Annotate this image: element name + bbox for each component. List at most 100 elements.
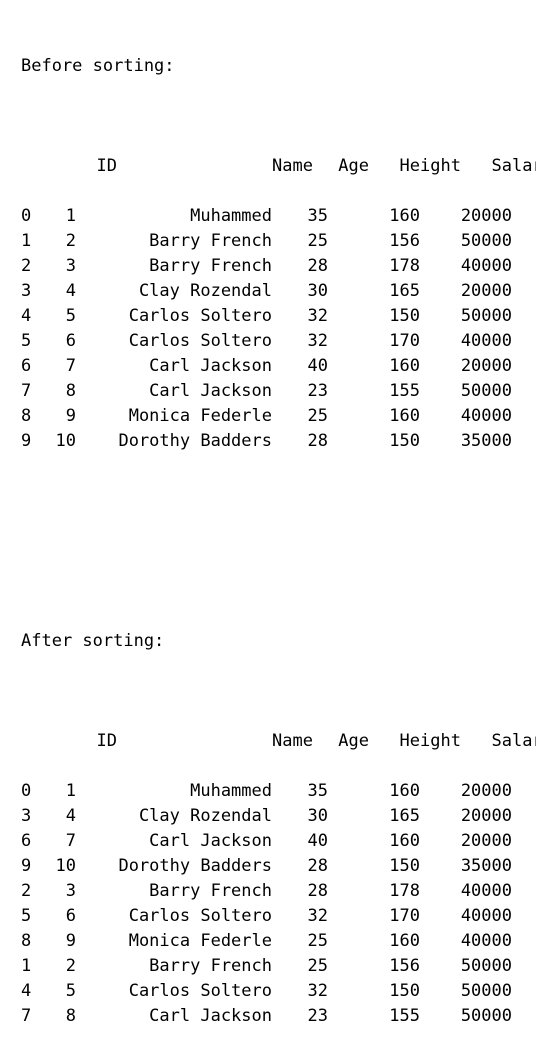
table-row: 6 7 Carl Jackson 40 160 20000 — [21, 829, 536, 854]
table-row: 2 3 Barry French 28 178 40000 — [21, 879, 536, 904]
row-index-cell: 8 — [21, 406, 32, 426]
height-cell: 178 — [389, 881, 420, 901]
height-cell: 150 — [389, 431, 420, 451]
table-row: 0 1 Muhammed 35 160 20000 — [21, 779, 536, 804]
row-index-cell: 2 — [21, 256, 32, 276]
name-cell: Dorothy Badders — [118, 431, 272, 451]
id-cell: 3 — [65, 256, 76, 276]
salary-cell: 40000 — [460, 331, 512, 351]
age-cell: 35 — [307, 206, 328, 226]
name-cell: Clay Rozendal — [138, 806, 272, 826]
row-index-cell: 3 — [21, 281, 32, 301]
age-cell: 40 — [307, 831, 328, 851]
before-header-row: ID Name Age Height Salary — [21, 129, 536, 176]
height-cell: 160 — [389, 406, 420, 426]
height-cell: 165 — [389, 806, 420, 826]
row-index-cell: 1 — [21, 231, 32, 251]
name-cell: Barry French — [149, 956, 272, 976]
name-cell: Monica Federle — [128, 931, 272, 951]
age-cell: 28 — [307, 881, 328, 901]
name-cell: Muhammed — [190, 206, 272, 226]
table-row: 8 9 Monica Federle 25 160 40000 — [21, 929, 536, 954]
row-index-cell: 7 — [21, 1006, 32, 1026]
table-row: 1 2 Barry French 25 156 50000 — [21, 954, 536, 979]
id-cell: 10 — [55, 431, 76, 451]
id-cell: 8 — [65, 1006, 76, 1026]
salary-cell: 20000 — [460, 831, 512, 851]
age-cell: 32 — [307, 331, 328, 351]
age-cell: 32 — [307, 981, 328, 1001]
row-index-cell: 9 — [21, 856, 32, 876]
age-cell: 28 — [307, 256, 328, 276]
name-cell: Dorothy Badders — [118, 856, 272, 876]
name-cell: Carlos Soltero — [128, 981, 272, 1001]
table-row: 6 7 Carl Jackson 40 160 20000 — [21, 354, 536, 379]
row-index-cell: 3 — [21, 806, 32, 826]
id-cell: 4 — [65, 806, 76, 826]
row-index-cell: 6 — [21, 831, 32, 851]
id-cell: 2 — [65, 956, 76, 976]
table-row: 2 3 Barry French 28 178 40000 — [21, 254, 536, 279]
row-index-cell: 1 — [21, 956, 32, 976]
age-cell: 32 — [307, 906, 328, 926]
table-row: 5 6 Carlos Soltero 32 170 40000 — [21, 904, 536, 929]
row-index-cell: 0 — [21, 781, 32, 801]
column-header-salary: Salary — [491, 156, 536, 176]
salary-cell: 35000 — [460, 431, 512, 451]
name-cell: Monica Federle — [128, 406, 272, 426]
table-row: 0 1 Muhammed 35 160 20000 — [21, 204, 536, 229]
name-cell: Muhammed — [190, 781, 272, 801]
name-cell: Barry French — [149, 881, 272, 901]
height-cell: 160 — [389, 831, 420, 851]
id-cell: 6 — [65, 906, 76, 926]
id-cell: 1 — [65, 781, 76, 801]
height-cell: 156 — [389, 956, 420, 976]
salary-cell: 40000 — [460, 906, 512, 926]
column-header-height: Height — [399, 156, 461, 176]
height-cell: 160 — [389, 206, 420, 226]
salary-cell: 40000 — [460, 406, 512, 426]
salary-cell: 20000 — [460, 806, 512, 826]
table-row: 5 6 Carlos Soltero 32 170 40000 — [21, 329, 536, 354]
salary-cell: 40000 — [460, 256, 512, 276]
before-sorting-heading: Before sorting: — [21, 56, 175, 76]
column-header-height: Height — [399, 731, 461, 751]
column-header-age: Age — [338, 156, 369, 176]
height-cell: 170 — [389, 906, 420, 926]
table-row: 9 10 Dorothy Badders 28 150 35000 — [21, 429, 536, 454]
after-sorting-heading: After sorting: — [21, 631, 165, 651]
height-cell: 155 — [389, 1006, 420, 1026]
name-cell: Barry French — [149, 231, 272, 251]
id-cell: 3 — [65, 881, 76, 901]
table-row: 4 5 Carlos Soltero 32 150 50000 — [21, 304, 536, 329]
height-cell: 160 — [389, 781, 420, 801]
height-cell: 160 — [389, 356, 420, 376]
age-cell: 40 — [307, 356, 328, 376]
height-cell: 165 — [389, 281, 420, 301]
height-cell: 178 — [389, 256, 420, 276]
after-table-body: 0 1 Muhammed 35 160 20000 3 4 Clay Rozendal 30 165… — [21, 779, 536, 1029]
salary-cell: 50000 — [460, 231, 512, 251]
height-cell: 160 — [389, 931, 420, 951]
column-header-salary: Salary — [491, 731, 536, 751]
table-row: 8 9 Monica Federle 25 160 40000 — [21, 404, 536, 429]
name-cell: Carlos Soltero — [128, 906, 272, 926]
age-cell: 28 — [307, 856, 328, 876]
table-row: 3 4 Clay Rozendal 30 165 20000 — [21, 804, 536, 829]
name-cell: Clay Rozendal — [138, 281, 272, 301]
name-cell: Carl Jackson — [149, 831, 272, 851]
height-cell: 150 — [389, 306, 420, 326]
table-row: 7 8 Carl Jackson 23 155 50000 — [21, 1004, 536, 1029]
age-cell: 23 — [307, 381, 328, 401]
blank-line — [21, 529, 536, 554]
height-cell: 155 — [389, 381, 420, 401]
name-cell: Barry French — [149, 256, 272, 276]
row-index-cell: 4 — [21, 306, 32, 326]
id-cell: 7 — [65, 356, 76, 376]
row-index-cell: 0 — [21, 206, 32, 226]
id-cell: 5 — [65, 981, 76, 1001]
console-output: Before sorting: ID Name Age Height Salary 0 1… — [21, 4, 536, 1054]
height-cell: 170 — [389, 331, 420, 351]
id-cell: 9 — [65, 931, 76, 951]
salary-cell: 50000 — [460, 381, 512, 401]
